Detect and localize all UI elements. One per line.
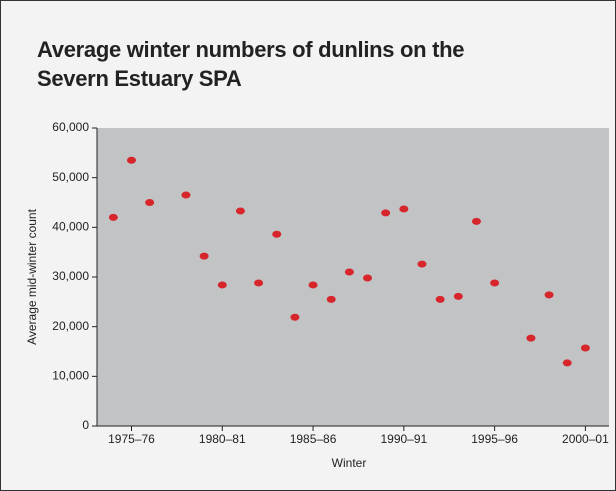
point xyxy=(126,156,136,164)
point xyxy=(526,334,536,342)
point xyxy=(363,274,373,282)
point xyxy=(181,191,191,199)
point xyxy=(308,281,318,289)
y-tick-label: 50,000 xyxy=(52,170,89,184)
y-tick-label: 40,000 xyxy=(52,220,89,234)
x-tick-label: 1975–76 xyxy=(108,432,155,446)
point xyxy=(235,207,245,215)
x-axis-label: Winter xyxy=(332,456,367,470)
point xyxy=(435,295,445,303)
x-tick-label: 1985–86 xyxy=(290,432,337,446)
point xyxy=(399,205,409,213)
chart-title: Average winter numbers of dunlins on the… xyxy=(37,37,465,91)
y-tick-label: 20,000 xyxy=(52,319,89,333)
y-tick-label: 10,000 xyxy=(52,369,89,383)
point xyxy=(417,260,427,268)
point xyxy=(217,281,227,289)
point xyxy=(108,213,118,221)
point xyxy=(344,268,354,276)
point xyxy=(453,292,463,300)
x-tick-label: 1990–91 xyxy=(380,432,427,446)
point xyxy=(544,291,554,299)
x-tick-label: 1980–81 xyxy=(199,432,246,446)
y-axis-label: Average mid-winter count xyxy=(25,208,39,345)
point xyxy=(580,344,590,352)
point xyxy=(381,209,391,217)
point xyxy=(290,313,300,321)
x-tick-label: 2000–01 xyxy=(562,432,609,446)
y-tick-label: 30,000 xyxy=(52,269,89,283)
point xyxy=(471,217,481,225)
x-tick-label: 1995–96 xyxy=(471,432,518,446)
y-tick-label: 60,000 xyxy=(52,120,89,134)
point xyxy=(490,279,500,287)
point xyxy=(272,230,282,238)
point xyxy=(199,252,209,260)
point xyxy=(562,359,572,367)
point xyxy=(326,295,336,303)
y-tick-label: 0 xyxy=(82,418,89,432)
point xyxy=(254,279,264,287)
point xyxy=(145,199,155,206)
plot-area xyxy=(97,128,609,426)
